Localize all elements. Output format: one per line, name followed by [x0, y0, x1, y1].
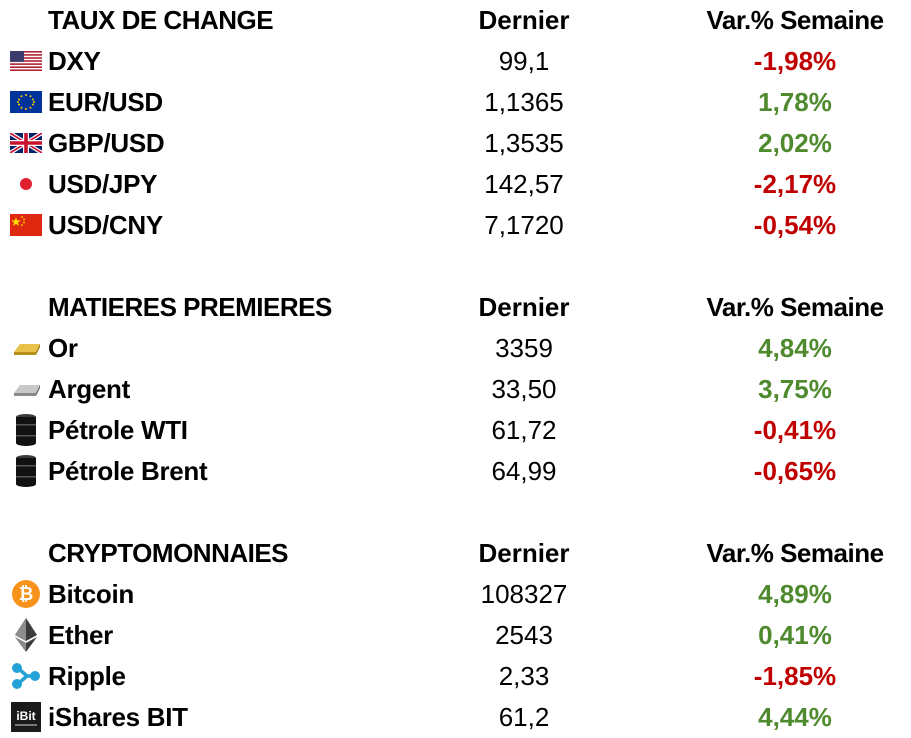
section-crypto: CRYPTOMONNAIES Dernier Var.% Semaine ₿ B… — [0, 533, 911, 738]
column-header-last: Dernier — [478, 5, 570, 35]
table-row: Argent 33,50 3,75% — [0, 369, 911, 410]
section-commodities: MATIERES PREMIERES Dernier Var.% Semaine… — [0, 287, 911, 492]
last-value: 2,33 — [498, 661, 550, 691]
oil-barrel-icon — [10, 455, 42, 487]
asset-name: USD/JPY — [48, 169, 158, 199]
weekly-change: 1,78% — [758, 87, 832, 117]
last-value: 33,50 — [491, 374, 557, 404]
section-title: CRYPTOMONNAIES — [48, 538, 289, 568]
weekly-change: 2,02% — [758, 128, 832, 158]
asset-name: Argent — [48, 374, 130, 404]
asset-name: USD/CNY — [48, 210, 163, 240]
japan-flag-icon — [10, 170, 42, 198]
table-row: ₿ Bitcoin 108327 4,89% — [0, 574, 911, 615]
table-row: Pétrole WTI 61,72 -0,41% — [0, 410, 911, 451]
weekly-change: -1,98% — [753, 46, 837, 76]
table-row: Ether 2543 0,41% — [0, 615, 911, 656]
table-row: EUR/USD 1,1365 1,78% — [0, 82, 911, 123]
table-row: Or 3359 4,84% — [0, 328, 911, 369]
asset-name: EUR/USD — [48, 87, 163, 117]
column-header-var: Var.% Semaine — [706, 538, 884, 568]
last-value: 142,57 — [484, 169, 564, 199]
oil-barrel-icon — [10, 414, 42, 446]
weekly-change: -0,41% — [753, 415, 837, 445]
section-header: MATIERES PREMIERES Dernier Var.% Semaine — [0, 287, 911, 328]
weekly-change: -2,17% — [753, 169, 837, 199]
svg-text:₿: ₿ — [19, 584, 34, 605]
section-title: TAUX DE CHANGE — [48, 5, 274, 35]
table-row: USD/JPY 142,57 -2,17% — [0, 164, 911, 205]
section-header: CRYPTOMONNAIES Dernier Var.% Semaine — [0, 533, 911, 574]
column-header-var: Var.% Semaine — [706, 292, 884, 322]
asset-name: Pétrole Brent — [48, 456, 208, 486]
last-value: 99,1 — [498, 46, 550, 76]
table-row: USD/CNY 7,1720 -0,54% — [0, 205, 911, 246]
weekly-change: -1,85% — [753, 661, 837, 691]
ripple-icon — [10, 662, 42, 690]
last-value: 3359 — [495, 333, 553, 363]
weekly-change: 4,89% — [758, 579, 832, 609]
asset-name: Ether — [48, 620, 113, 650]
us-flag-icon — [10, 47, 42, 75]
asset-name: Ripple — [48, 661, 126, 691]
uk-flag-icon — [10, 129, 42, 157]
weekly-change: 0,41% — [758, 620, 832, 650]
table-row: GBP/USD 1,3535 2,02% — [0, 123, 911, 164]
eu-flag-icon — [10, 88, 42, 116]
svg-text:iBit: iBit — [16, 709, 35, 723]
section-header: TAUX DE CHANGE Dernier Var.% Semaine — [0, 0, 911, 41]
table-row: DXY 99,1 -1,98% — [0, 41, 911, 82]
last-value: 61,72 — [491, 415, 557, 445]
last-value: 2543 — [495, 620, 553, 650]
weekly-change: 4,44% — [758, 702, 832, 732]
asset-name: Bitcoin — [48, 579, 135, 609]
table-row: Ripple 2,33 -1,85% — [0, 656, 911, 697]
silver-bar-icon — [10, 375, 42, 403]
last-value: 7,1720 — [484, 210, 564, 240]
column-header-last: Dernier — [478, 538, 570, 568]
weekly-change: -0,54% — [753, 210, 837, 240]
ibit-logo-icon: iBit — [10, 702, 42, 732]
section-title: MATIERES PREMIERES — [48, 292, 332, 322]
asset-name: DXY — [48, 46, 101, 76]
asset-name: GBP/USD — [48, 128, 165, 158]
last-value: 1,3535 — [484, 128, 564, 158]
last-value: 1,1365 — [484, 87, 564, 117]
table-row: iBit iShares BIT 61,2 4,44% — [0, 697, 911, 738]
asset-name: iShares BIT — [48, 702, 188, 732]
section-fx: TAUX DE CHANGE Dernier Var.% Semaine DXY… — [0, 0, 911, 246]
bitcoin-icon: ₿ — [10, 580, 42, 608]
asset-name: Or — [48, 333, 78, 363]
gold-bar-icon — [10, 334, 42, 362]
weekly-change: -0,65% — [753, 456, 837, 486]
weekly-change: 3,75% — [758, 374, 832, 404]
asset-name: Pétrole WTI — [48, 415, 188, 445]
last-value: 64,99 — [491, 456, 557, 486]
last-value: 108327 — [480, 579, 568, 609]
weekly-change: 4,84% — [758, 333, 832, 363]
last-value: 61,2 — [498, 702, 550, 732]
column-header-var: Var.% Semaine — [706, 5, 884, 35]
column-header-last: Dernier — [478, 292, 570, 322]
china-flag-icon — [10, 211, 42, 239]
table-row: Pétrole Brent 64,99 -0,65% — [0, 451, 911, 492]
ethereum-icon — [10, 618, 42, 652]
